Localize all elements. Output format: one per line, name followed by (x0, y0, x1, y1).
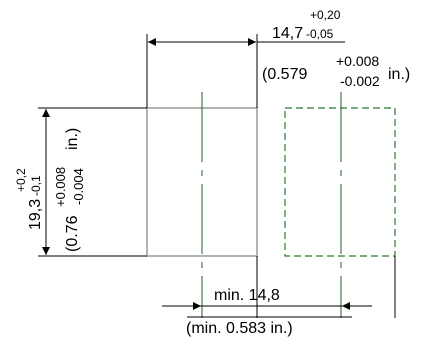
top-dimension-inch-tol-upper: +0.008 (336, 53, 379, 69)
top-dimension-tol-lower: -0,05 (306, 27, 334, 41)
left-dimension-inch-tol-upper: +0.008 (53, 167, 68, 207)
left-dimension-inch-close: in.) (64, 128, 81, 150)
bottom-dimension-inch: (min. 0.583 in.) (186, 320, 293, 337)
top-dimension-inch-open: (0.579 (262, 66, 307, 83)
top-dimension-tol-upper: +0,20 (310, 8, 341, 22)
left-dimension-inch-tol-lower: -0.004 (71, 168, 86, 205)
left-dimension-inch-open: (0.76 (64, 215, 81, 252)
component-dashed-outline (284, 107, 396, 257)
top-dimension-inch-close: in.) (388, 66, 410, 83)
left-dimension-nominal: 19,3 (27, 199, 44, 230)
top-dimension-inch-tol-lower: -0.002 (340, 73, 380, 89)
bottom-dimension-metric: min. 14,8 (214, 287, 280, 304)
top-dimension-nominal: 14,7 (272, 25, 303, 42)
left-dimension-tol-lower: -0,1 (29, 175, 43, 196)
left-dimension-tol-upper: +0,2 (14, 168, 28, 192)
